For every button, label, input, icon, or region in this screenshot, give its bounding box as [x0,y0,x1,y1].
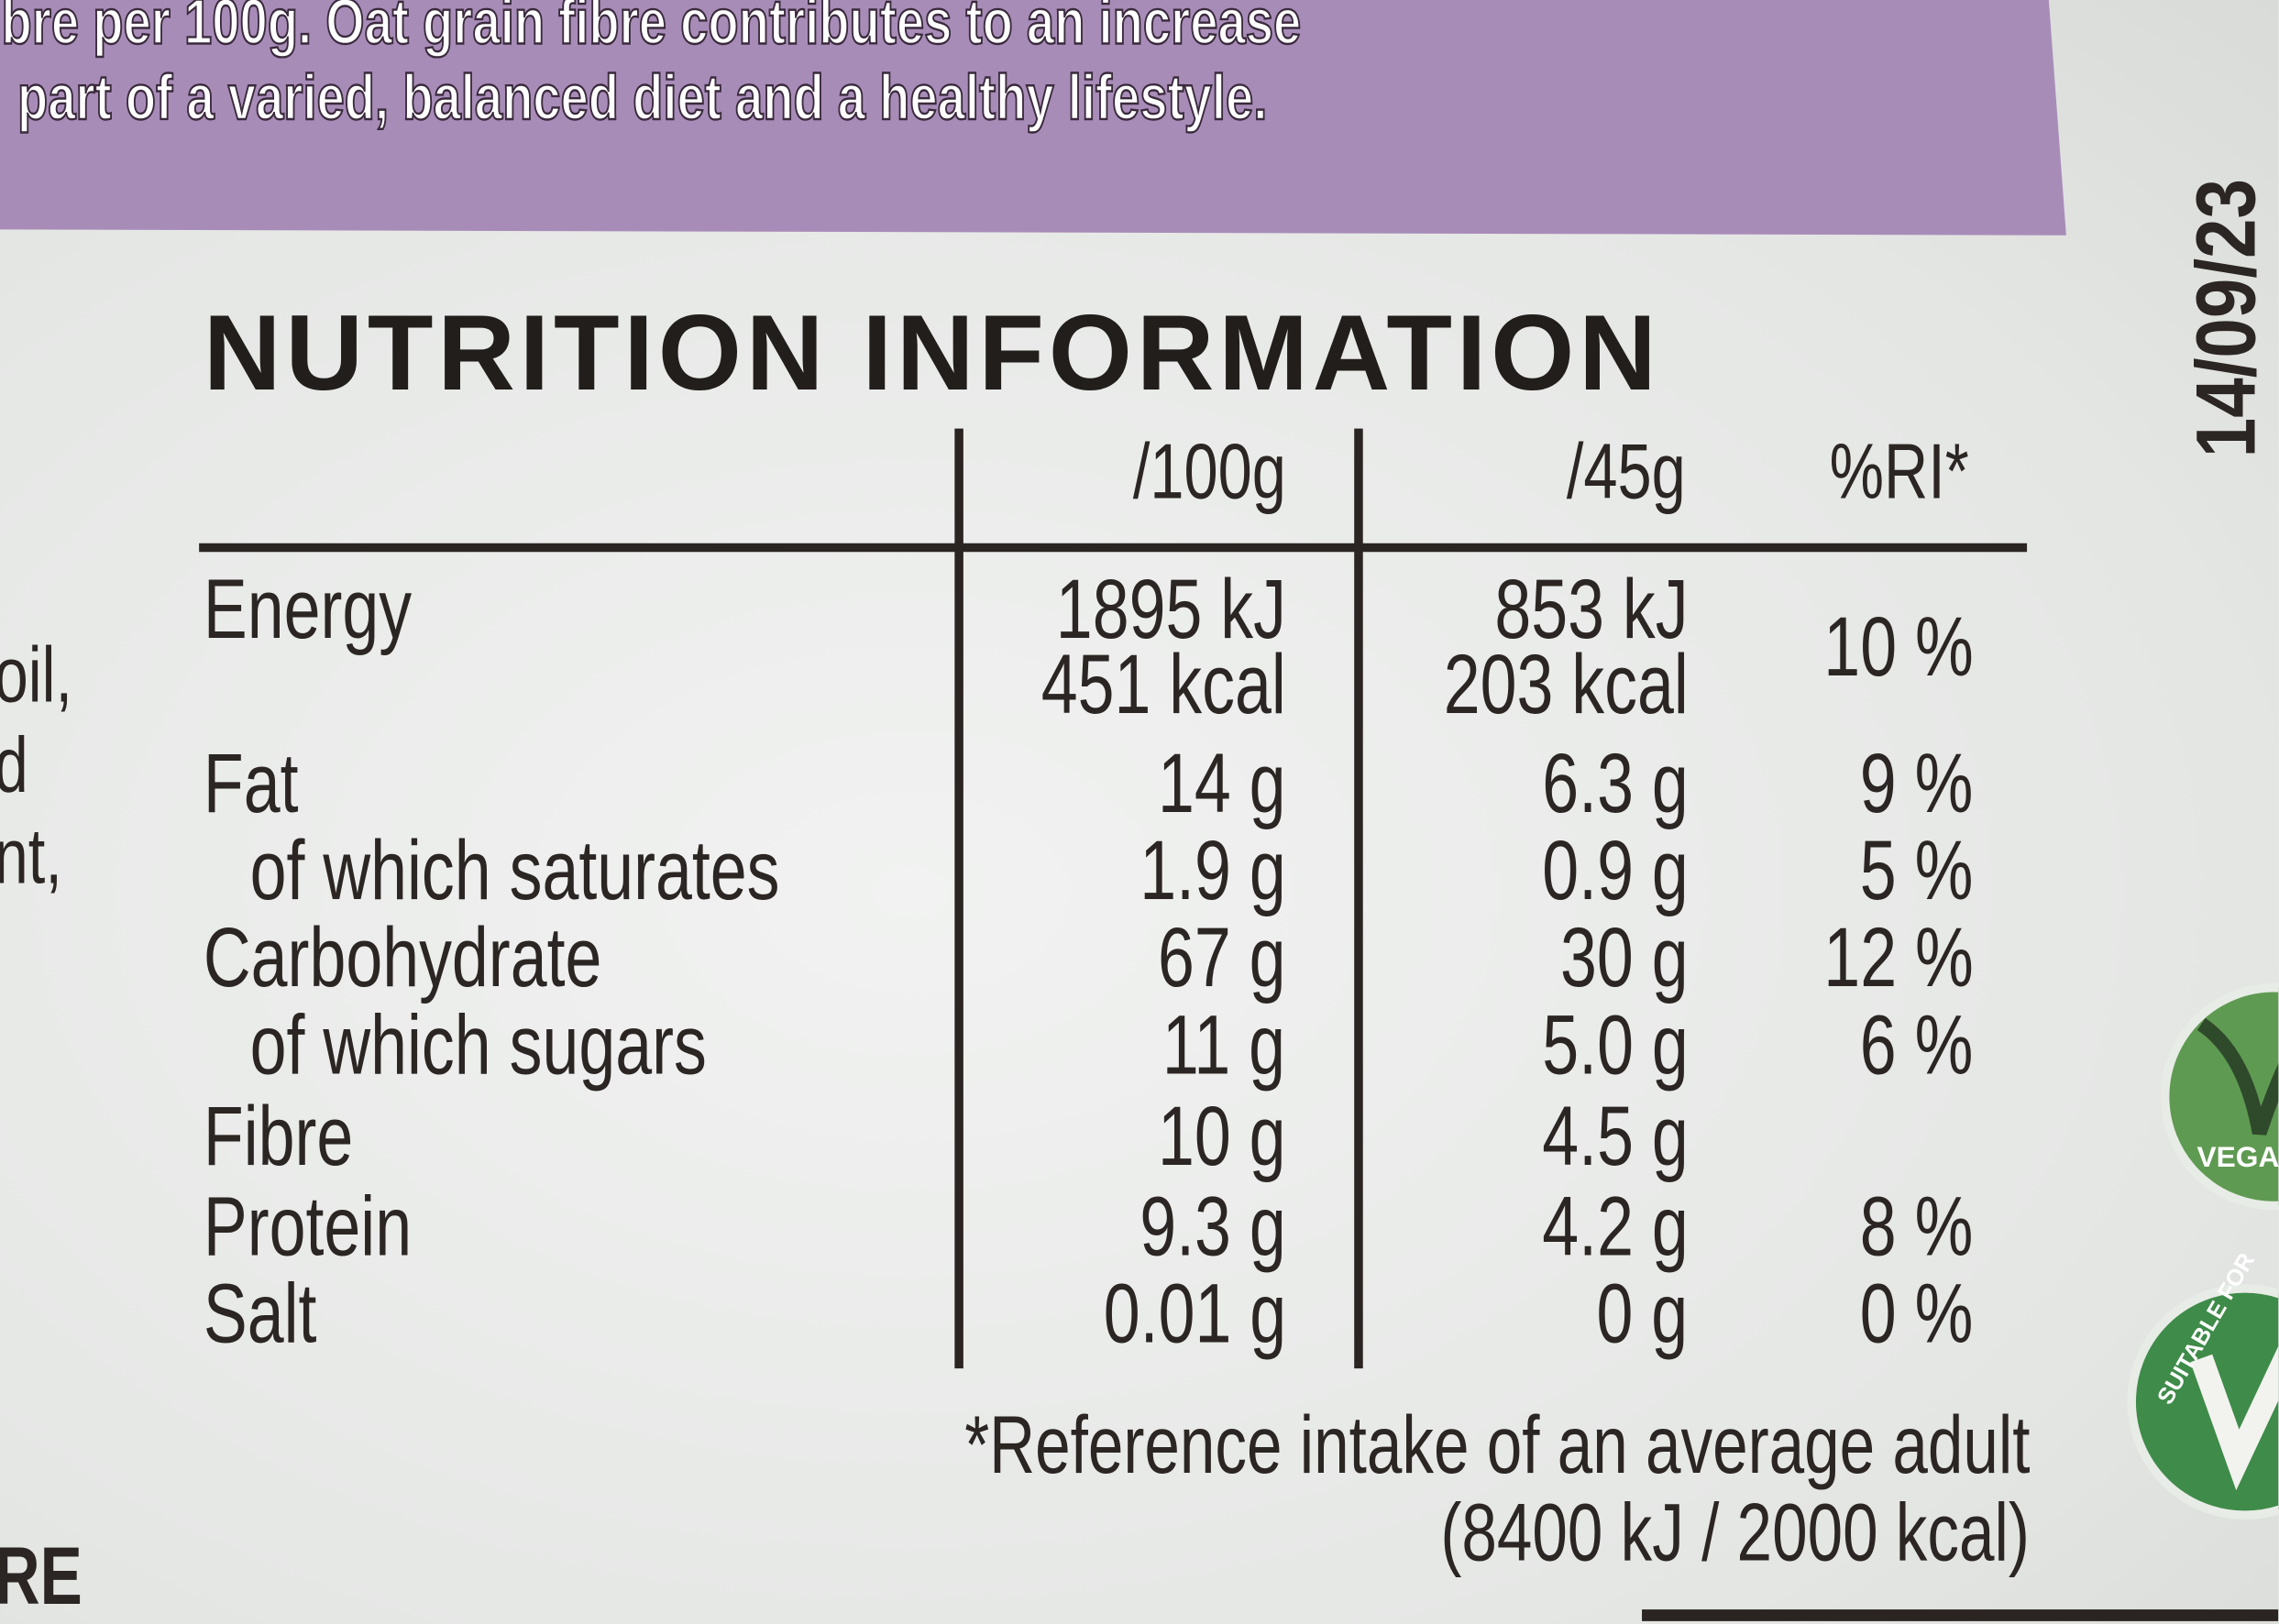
per-100g-value: 1895 kJ [1055,562,1286,657]
blurb-line: fibre per 100g. Oat grain fibre contribu… [0,0,1302,59]
per-100g-value: 14 g [1158,736,1286,831]
blurb-line: part of a varied, balanced diet and a he… [17,62,1268,134]
nutrient-label: Energy [203,562,413,657]
ri-value: 8 % [1859,1180,1974,1275]
side-text: oil, [0,631,73,719]
purple-panel [0,0,2066,236]
per-100g-value: 10 g [1158,1089,1286,1184]
side-text: nt, [0,813,62,901]
nutrient-label: Protein [203,1180,413,1275]
badge-text: VEGA [2196,1141,2279,1174]
side-text: d [0,727,28,806]
per-45g-value: 5.0 g [1542,997,1689,1092]
footnote: (8400 kJ / 2000 kcal) [1440,1486,2031,1578]
footnote: *Reference intake of an average adult [963,1399,2031,1491]
ri-value: 10 % [1822,599,1974,695]
per-100g-value: 1.9 g [1140,823,1286,918]
nutrient-label: Fat [203,736,299,831]
ri-value: 9 % [1859,736,1974,831]
nutrient-label: Salt [203,1267,317,1362]
per-45g-value: 30 g [1560,910,1689,1005]
per-100g-value: 11 g [1162,997,1286,1092]
per-45g-value: 0.9 g [1542,823,1689,918]
v-icon [2190,1345,2279,1491]
nutrient-label: of which saturates [249,823,780,918]
side-text: RE [0,1530,83,1621]
per-100g-value: 9.3 g [1140,1180,1286,1275]
nutrient-label: Carbohydrate [203,910,602,1005]
ri-value: 12 % [1822,910,1974,1005]
per-45g-value: 4.2 g [1542,1180,1689,1275]
per-45g-value: 0 g [1597,1267,1689,1362]
vegan-badge [2160,983,2279,1211]
ri-value: 0 % [1859,1267,1974,1362]
per-100g-value: 451 kcal [1040,637,1286,732]
per-45g-value: 853 kJ [1494,562,1689,657]
nutrient-label: Fibre [203,1089,354,1184]
per-45g-value: 4.5 g [1542,1089,1689,1184]
column-header: %RI* [1829,428,1969,516]
per-100g-value: 0.01 g [1103,1267,1286,1362]
per-45g-value: 6.3 g [1542,736,1689,831]
nutrient-label: of which sugars [249,997,707,1092]
leaf-icon [2196,1017,2279,1136]
per-100g-value: 67 g [1158,910,1286,1005]
column-header: /100g [1132,428,1286,516]
date-code: 14/09/23 [2179,179,2274,458]
ri-value: 5 % [1859,823,1974,918]
table-title: NUTRITION INFORMATION [203,291,1661,413]
column-header: /45g [1566,428,1686,516]
ri-value: 6 % [1859,997,1974,1092]
per-45g-value: 203 kcal [1443,637,1689,732]
